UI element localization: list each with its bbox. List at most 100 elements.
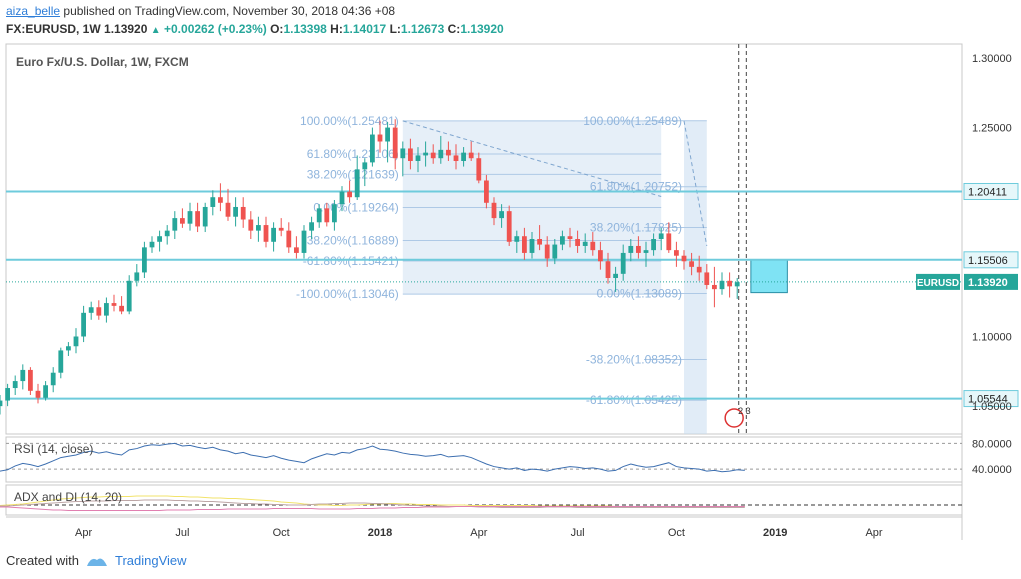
fibonacci-tools[interactable]: 100.00%(1.25481) 61.80%(1.23106) 38.20%(1.… [296, 44, 788, 434]
event-flag-icon [724, 408, 744, 428]
candle-down [468, 152, 474, 159]
current-price-tag [964, 273, 1018, 290]
candle-up [438, 149, 444, 159]
candle-up [157, 236, 162, 242]
fib-extension-1-level-label: -100.00%(1.13046) [296, 287, 399, 301]
candle-down [544, 244, 550, 259]
candle-up [400, 148, 406, 159]
candle-up [88, 307, 94, 313]
rsi-label: RSI (14, close) [14, 442, 93, 456]
symbol-label: FX:EURUSD, 1W [6, 22, 101, 36]
price-tick-label: 1.10000 [972, 332, 1012, 344]
price-tick-label: 1.30000 [972, 53, 1012, 65]
candle-down [392, 127, 398, 159]
fib-extension-2-level-label: -38.20%(1.08352) [586, 352, 682, 366]
fib-extension-2-level-label: 100.00%(1.25489) [583, 114, 682, 128]
candle-down [605, 261, 611, 278]
fib-extension-1-level-label: 100.00%(1.25481) [300, 114, 399, 128]
candle-up [354, 169, 360, 198]
candle-up [20, 369, 26, 382]
candle-down [681, 255, 687, 262]
candle-up [499, 211, 504, 219]
time-tick-label: Apr [470, 527, 487, 539]
candle-down [537, 239, 542, 245]
low-value: 1.12673 [400, 22, 445, 36]
axes: 1.30000 1.25000 1.10000 1.05000 Apr Jul Oct 201… [75, 53, 1012, 539]
candle-up [149, 241, 155, 248]
candle-down [119, 305, 124, 312]
time-tick-label: 2018 [368, 527, 392, 539]
candle-down [111, 303, 117, 306]
candle-down [195, 211, 200, 227]
candle-up [50, 372, 56, 386]
time-tick-label: 2019 [763, 527, 787, 539]
price-level-label: 1.15506 [968, 255, 1008, 267]
candle-up [0, 400, 3, 407]
candle-up [529, 239, 535, 253]
candle-down [689, 261, 694, 267]
candle-up [81, 312, 86, 337]
fib-extension-2-level-label: 0.00%(1.13089) [597, 286, 682, 300]
trend-dashed-line-1 [402, 120, 662, 197]
di-minus-line [0, 506, 745, 511]
target-box [750, 259, 788, 294]
candle-up [301, 230, 307, 253]
candle-up [58, 350, 64, 373]
price-level-tag [963, 390, 1019, 408]
candle-up [370, 134, 375, 163]
candle-down [218, 197, 223, 203]
price-level-tag [963, 182, 1019, 200]
rsi-tick-label: 80.0000 [972, 438, 1012, 450]
candle-down [575, 239, 580, 246]
fib-extension-1-level-label: -61.80%(1.15421) [303, 254, 399, 268]
candle-up [560, 236, 565, 245]
candle-down [704, 272, 710, 285]
chart-title: Euro Fx/U.S. Dollar, 1W, FXCM [16, 55, 189, 69]
fib-extension-2-level-label: -61.80%(1.05425) [586, 393, 682, 407]
candle-up [142, 247, 147, 273]
adx-label: ADX and DI (14, 20) [14, 490, 122, 504]
candle-down [96, 307, 102, 316]
open-label: O: [270, 22, 284, 36]
fib-extension-1-level-label: 61.80%(1.23106) [307, 147, 399, 161]
time-tick-label: Oct [668, 527, 685, 539]
candle-down [377, 134, 383, 142]
rsi-pane: 80.0000 40.0000 RSI (14, close) [0, 438, 1012, 476]
author-link[interactable]: aiza_belle [6, 4, 61, 18]
candle-down [240, 206, 246, 220]
footer: Created with TradingView [6, 553, 187, 568]
high-label: H: [330, 22, 343, 36]
tradingview-link[interactable]: TradingView [114, 553, 187, 568]
up-triangle-icon: ▲ [150, 25, 161, 36]
horizontal-levels[interactable]: 1.20411 1.15506 1.05544 EURUSD 1.13920 [6, 182, 1019, 408]
trend-dashed-line-2 [683, 120, 708, 247]
candle-up [126, 280, 132, 312]
fib-extension-2-level-label: 61.80%(1.20752) [590, 180, 682, 194]
candle-down [286, 230, 292, 248]
candle-up [73, 336, 79, 347]
candle-up [514, 236, 520, 242]
created-with-text: Created with [6, 553, 79, 568]
candle-up [66, 346, 71, 351]
last-price: 1.13920 [104, 22, 148, 36]
tradingview-logo-icon [86, 557, 107, 566]
chart-frame [5, 43, 963, 540]
close-value: 1.13920 [460, 22, 504, 36]
candle-down [453, 155, 459, 161]
candle-down [294, 247, 299, 253]
candle-down [712, 284, 717, 290]
rsi-line [0, 442, 745, 473]
candle-down [484, 180, 489, 203]
adx-pane: ADX and DI (14, 20) [0, 490, 962, 511]
candle-down [430, 152, 436, 159]
time-tick-label: Jul [175, 527, 189, 539]
open-value: 1.13398 [283, 22, 327, 36]
candle-up [210, 197, 216, 207]
candle-up [719, 280, 725, 290]
low-label: L: [389, 22, 401, 36]
fib-extension-1-level-label: 38.20%(1.21639) [307, 167, 399, 181]
candle-down [248, 219, 254, 231]
close-label: C: [447, 22, 461, 36]
candle-down [522, 236, 527, 253]
